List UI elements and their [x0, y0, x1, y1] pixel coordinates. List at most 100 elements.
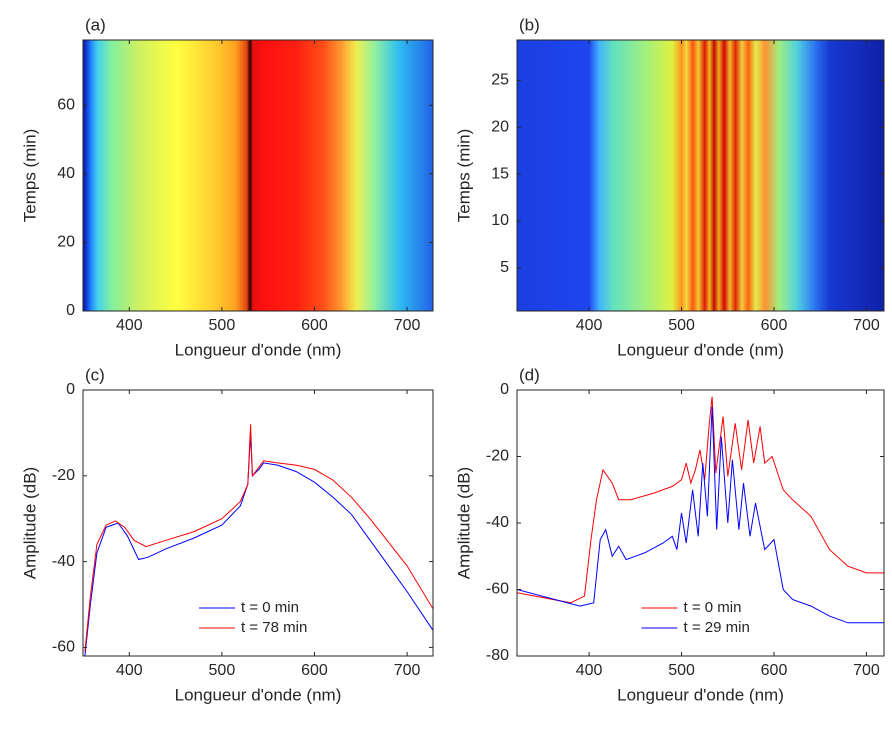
- heat-strip: [83, 40, 87, 311]
- x-axis-label: Longueur d'onde (nm): [175, 340, 342, 359]
- heat-strip: [692, 40, 699, 311]
- panel-title: (c): [85, 365, 105, 384]
- plot-area: [83, 40, 433, 311]
- y-tick-label: 0: [66, 302, 75, 319]
- x-tick-label: 500: [209, 662, 236, 679]
- x-axis-label: Longueur d'onde (nm): [617, 685, 784, 704]
- x-tick-label: 700: [853, 662, 880, 679]
- plot-area: [84, 424, 433, 656]
- y-tick-label: 5: [500, 259, 509, 276]
- x-tick-label: 400: [576, 317, 603, 334]
- x-tick-label: 600: [301, 662, 328, 679]
- y-tick-label: -80: [486, 647, 509, 664]
- x-axis-label: Longueur d'onde (nm): [617, 340, 784, 359]
- y-tick-label: 0: [500, 381, 509, 398]
- heat-strip: [175, 40, 214, 311]
- heat-strip: [672, 40, 683, 311]
- heat-strip: [517, 40, 590, 311]
- heat-strip: [778, 40, 798, 311]
- series-line: [517, 406, 884, 624]
- heat-strip: [729, 40, 736, 311]
- x-axis-label: Longueur d'onde (nm): [175, 685, 342, 704]
- axis-box: [82, 389, 434, 657]
- y-tick-label: -20: [52, 467, 75, 484]
- legend-box: [635, 594, 786, 642]
- heat-strip: [295, 40, 325, 311]
- heat-strip: [698, 40, 706, 311]
- heat-strip: [764, 40, 780, 311]
- heat-strip: [815, 40, 830, 311]
- heat-strip: [342, 40, 357, 311]
- legend-box: [193, 594, 343, 642]
- heat-strip: [323, 40, 343, 311]
- heat-strip: [263, 40, 297, 311]
- y-tick-label: 10: [491, 212, 509, 229]
- x-tick-label: 400: [116, 317, 143, 334]
- y-tick-label: 60: [57, 96, 75, 113]
- x-tick-label: 700: [853, 317, 880, 334]
- heat-strip: [212, 40, 237, 311]
- heat-strip: [374, 40, 399, 311]
- y-tick-label: -40: [486, 514, 509, 531]
- heat-strip: [709, 40, 715, 311]
- heat-strip: [797, 40, 817, 311]
- panel-title: (d): [519, 365, 540, 384]
- y-axis-label: Temps (min): [20, 129, 39, 223]
- x-tick-label: 500: [668, 662, 695, 679]
- legend-label: t = 78 min: [241, 619, 307, 636]
- heat-strip: [246, 40, 251, 311]
- y-tick-label: 40: [57, 165, 75, 182]
- heat-strip: [748, 40, 757, 311]
- heat-strip: [644, 40, 673, 311]
- heat-strip: [356, 40, 376, 311]
- x-tick-label: 600: [761, 662, 788, 679]
- heat-strip: [252, 40, 265, 311]
- heat-strip: [85, 40, 91, 311]
- x-tick-label: 500: [209, 317, 236, 334]
- heat-strip: [96, 40, 112, 311]
- heat-strip: [735, 40, 743, 311]
- y-tick-label: -60: [486, 581, 509, 598]
- plot-area: [517, 396, 884, 624]
- x-tick-label: 400: [576, 662, 603, 679]
- heat-strip: [704, 40, 710, 311]
- heat-strip: [598, 40, 613, 311]
- heat-strip: [718, 40, 725, 311]
- series-line: [84, 424, 433, 652]
- y-tick-label: 15: [491, 165, 509, 182]
- heat-strip: [755, 40, 766, 311]
- heat-strip: [681, 40, 687, 311]
- x-tick-label: 700: [394, 662, 421, 679]
- panel-title: (b): [519, 15, 540, 34]
- heat-strip: [138, 40, 177, 311]
- y-tick-label: 25: [491, 72, 509, 89]
- y-tick-label: -20: [486, 448, 509, 465]
- heat-strip: [713, 40, 720, 311]
- series-line: [517, 396, 884, 604]
- heat-strip: [249, 40, 253, 311]
- y-axis-label: Amplitude (dB): [20, 467, 39, 579]
- y-tick-label: 20: [491, 118, 509, 135]
- heat-strip: [589, 40, 599, 311]
- y-tick-label: -40: [52, 553, 75, 570]
- axis-box: [82, 39, 434, 312]
- x-tick-label: 700: [394, 317, 421, 334]
- legend-label: t = 29 min: [684, 619, 750, 636]
- heat-strip: [686, 40, 694, 311]
- legend-label: t = 0 min: [684, 599, 742, 616]
- heat-strip: [110, 40, 140, 311]
- x-tick-label: 600: [761, 317, 788, 334]
- legend-label: t = 0 min: [241, 599, 299, 616]
- y-axis-label: Amplitude (dB): [454, 467, 473, 579]
- axis-box: [516, 39, 885, 312]
- heat-strip: [829, 40, 884, 311]
- y-tick-label: 20: [57, 234, 75, 251]
- y-tick-label: 0: [66, 381, 75, 398]
- y-axis-label: Temps (min): [454, 129, 473, 223]
- heat-strip: [397, 40, 433, 311]
- x-tick-label: 400: [116, 662, 143, 679]
- y-tick-label: -60: [52, 639, 75, 656]
- heat-strip: [90, 40, 98, 311]
- heat-strip: [741, 40, 749, 311]
